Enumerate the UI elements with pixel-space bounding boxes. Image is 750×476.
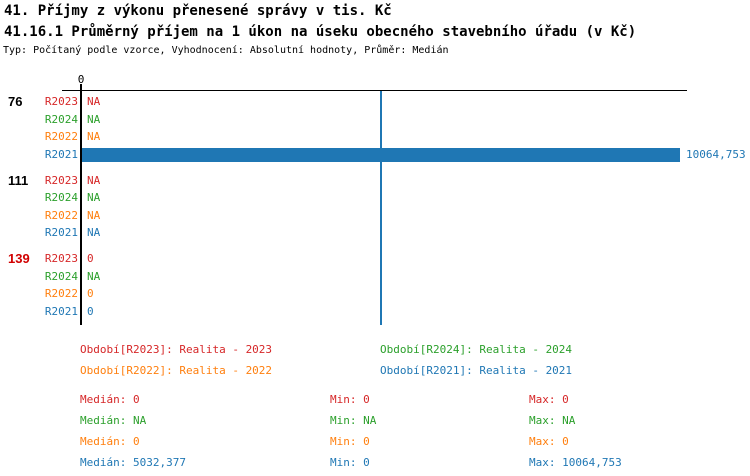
value-bar <box>82 147 680 162</box>
chart-row: R2024 NA <box>0 268 750 286</box>
value-label: NA <box>87 95 101 108</box>
value-label: NA <box>87 226 101 239</box>
chart-row: 139 R2023 0 <box>0 250 750 268</box>
series-label: R2024 <box>44 269 78 283</box>
page-title: 41. Příjmy z výkonu přenesené správy v t… <box>4 3 392 19</box>
group-label: 111 <box>8 172 29 188</box>
stat-value: Medián: 0 <box>80 393 140 406</box>
series-label: R2024 <box>44 112 78 126</box>
chart-row: R2024 NA <box>0 111 750 129</box>
group-label: 76 <box>8 94 23 109</box>
indicator-meta-line: Typ: Počítaný podle vzorce, Vyhodnocení:… <box>3 45 449 56</box>
value-label: NA <box>87 112 101 126</box>
legend-item: Období[R2021]: Realita - 2021 <box>380 364 573 377</box>
stat-value: Max: 0 <box>529 435 569 448</box>
value-label: NA <box>87 173 101 187</box>
chart-row: R2021 0 <box>0 303 750 321</box>
bar-value-label: 10064,753 <box>686 147 746 161</box>
legend-item: Období[R2024]: Realita - 2024 <box>380 343 573 356</box>
value-label: 0 <box>87 287 94 300</box>
series-label: R2021 <box>44 226 78 239</box>
value-label: NA <box>87 191 101 204</box>
value-label: 0 <box>87 252 94 265</box>
stat-value: Max: NA <box>529 414 576 427</box>
stat-value: Min: 0 <box>330 435 370 448</box>
chart-row: R2024 NA <box>0 189 750 207</box>
chart-row: R2021 NA <box>0 224 750 242</box>
chart-row: R2022 0 <box>0 285 750 303</box>
series-label: R2023 <box>44 252 78 265</box>
stat-value: Max: 0 <box>529 393 569 406</box>
stat-value: Min: NA <box>330 414 377 427</box>
series-label: R2023 <box>44 95 78 108</box>
chart-row: R2022 NA <box>0 207 750 225</box>
value-label: NA <box>87 208 101 222</box>
stat-value: Medián: 0 <box>80 435 140 448</box>
series-label: R2024 <box>44 191 78 204</box>
legend-item: Období[R2023]: Realita - 2023 <box>80 343 273 356</box>
stat-value: Medián: 5032,377 <box>80 456 186 469</box>
value-label: NA <box>87 130 101 143</box>
stat-value: Min: 0 <box>330 456 370 469</box>
value-label: 0 <box>87 304 94 318</box>
series-label: R2022 <box>44 130 78 143</box>
series-label: R2022 <box>44 287 78 300</box>
group-label: 139 <box>8 251 30 266</box>
chart-row: R2022 NA <box>0 128 750 146</box>
series-label: R2021 <box>44 147 78 161</box>
median-gridline <box>380 91 382 325</box>
stat-value: Min: 0 <box>330 393 370 406</box>
chart-row: 111 R2023 NA <box>0 172 750 190</box>
indicator-subtitle: 41.16.1 Průměrný příjem na 1 úkon na úse… <box>4 24 637 40</box>
chart-row: R2021 10064,753 <box>0 146 750 164</box>
y-axis-line <box>80 84 82 325</box>
series-label: R2021 <box>44 304 78 318</box>
x-axis-line <box>62 90 687 91</box>
x-axis-tick-label: 0 <box>77 73 85 86</box>
series-label: R2023 <box>44 173 78 187</box>
value-label: NA <box>87 269 101 283</box>
stat-value: Max: 10064,753 <box>529 456 622 469</box>
chart-row: 76 R2023 NA <box>0 93 750 111</box>
legend-item: Období[R2022]: Realita - 2022 <box>80 364 273 377</box>
series-label: R2022 <box>44 208 78 222</box>
stat-value: Medián: NA <box>80 414 147 427</box>
